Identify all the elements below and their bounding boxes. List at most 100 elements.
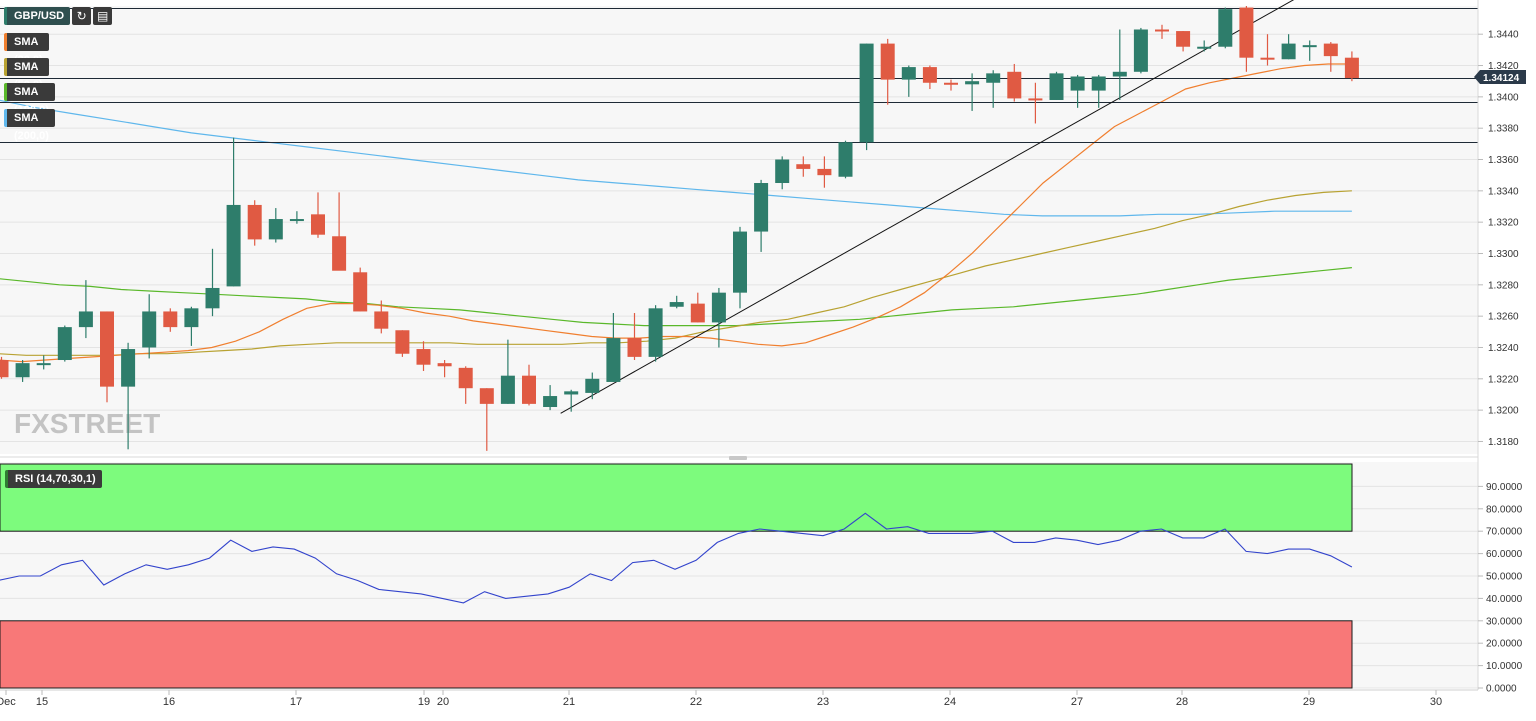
- candle-body: [1133, 29, 1148, 72]
- sma50-label[interactable]: SMA (50,0): [4, 58, 49, 91]
- pane-resize-handle[interactable]: [729, 456, 747, 460]
- x-tick-label: 15: [36, 696, 48, 708]
- candle: [1323, 42, 1338, 72]
- candle-body: [247, 204, 262, 240]
- candle: [1049, 71, 1064, 100]
- candle-body: [1070, 76, 1085, 91]
- x-tick-label: 22: [690, 696, 702, 708]
- candle-body: [944, 82, 958, 85]
- candle-body: [543, 396, 558, 408]
- rsi-label[interactable]: RSI (14,70,30,1): [5, 470, 102, 488]
- candle: [1028, 82, 1043, 124]
- candle-body: [437, 363, 452, 367]
- candle: [901, 65, 916, 97]
- candle-body: [1239, 7, 1254, 58]
- candle-body: [100, 311, 114, 387]
- candle-body: [15, 363, 30, 378]
- sma100-line: [0, 267, 1352, 327]
- sma50-line: [0, 190, 1352, 356]
- candle: [268, 208, 283, 243]
- candle-body: [922, 67, 937, 83]
- candle: [0, 356, 9, 379]
- candle-body: [522, 375, 536, 404]
- sma200-line: [0, 99, 1352, 217]
- candle: [289, 211, 304, 224]
- candle: [226, 137, 241, 287]
- candle: [880, 38, 895, 105]
- candle-body: [121, 349, 136, 387]
- candle-body: [775, 159, 790, 184]
- candle: [627, 313, 642, 361]
- candle-body: [965, 81, 980, 85]
- candle-body: [78, 311, 93, 328]
- rsi-tick-label: 0.0000: [1486, 684, 1517, 695]
- candle-body: [796, 164, 811, 169]
- candle: [944, 79, 958, 91]
- price-tick-label: 1.3420: [1488, 61, 1519, 72]
- candle-body: [564, 391, 579, 395]
- candle: [585, 372, 600, 400]
- price-tick-label: 1.3260: [1488, 312, 1519, 323]
- calendar-icon[interactable]: ▤: [93, 7, 113, 25]
- price-tick-label: 1.3200: [1488, 406, 1519, 417]
- sma200-label[interactable]: SMA (200,0): [4, 109, 55, 142]
- candle: [543, 385, 558, 411]
- sma20-label[interactable]: SMA (20,0): [4, 33, 49, 66]
- candle-body: [353, 272, 368, 312]
- candle-body: [986, 73, 1001, 83]
- candle-body: [1155, 29, 1169, 32]
- rsi-oversold-zone: [0, 620, 1353, 689]
- candle-body: [901, 67, 916, 80]
- candle: [1112, 29, 1127, 100]
- candle: [311, 192, 325, 238]
- candle: [711, 287, 726, 348]
- candle: [606, 313, 621, 382]
- watermark: FXSTREET: [14, 408, 160, 439]
- candle-body: [648, 308, 663, 357]
- sma200-legend: SMA (200,0): [4, 108, 55, 142]
- candle-body: [0, 360, 9, 378]
- candle: [775, 156, 790, 190]
- sma20-legend: SMA (20,0): [4, 32, 49, 66]
- x-tick-label: 19: [418, 696, 430, 708]
- candle-body: [859, 43, 874, 143]
- candle: [817, 156, 832, 188]
- candle-body: [1323, 43, 1338, 57]
- rsi-overbought-zone: [0, 463, 1353, 532]
- symbol-label[interactable]: GBP/USD: [4, 7, 71, 25]
- candle-body: [669, 302, 684, 307]
- candle-body: [1281, 43, 1296, 60]
- candle: [15, 360, 30, 382]
- candle: [332, 192, 347, 271]
- candle: [458, 366, 473, 404]
- candle-body: [1302, 45, 1317, 48]
- price-pane: [0, 6, 1478, 454]
- candle-body: [205, 287, 220, 309]
- candle: [1176, 31, 1191, 52]
- candle-body: [1218, 9, 1233, 47]
- candle: [1218, 7, 1233, 49]
- candle: [142, 294, 157, 359]
- candle-body: [142, 311, 157, 348]
- rsi-tick-label: 80.0000: [1486, 504, 1523, 515]
- candle: [1133, 27, 1148, 74]
- rsi-tick-label: 40.0000: [1486, 594, 1523, 605]
- price-tick-label: 1.3300: [1488, 249, 1519, 260]
- sma100-label[interactable]: SMA (100,0): [4, 83, 55, 116]
- candle-body: [1091, 76, 1106, 91]
- candle-body: [1049, 73, 1064, 100]
- price-tick-label: 1.3400: [1488, 92, 1519, 103]
- refresh-icon[interactable]: ↻: [72, 7, 92, 25]
- candle: [564, 389, 579, 412]
- candle: [986, 70, 1001, 108]
- x-tick-label: 28: [1176, 696, 1188, 708]
- candle: [733, 226, 747, 309]
- candle-body: [332, 236, 347, 271]
- candle: [1155, 24, 1169, 39]
- candle-body: [1344, 57, 1359, 79]
- x-tick-label: 21: [563, 696, 575, 708]
- candle-body: [754, 183, 769, 232]
- candle: [922, 65, 937, 90]
- candle: [184, 306, 199, 346]
